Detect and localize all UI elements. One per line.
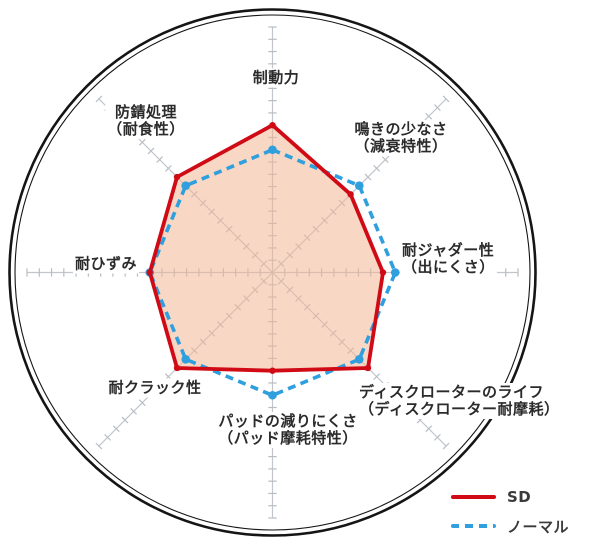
sd-vertex-dot bbox=[173, 364, 181, 372]
axis-label-low-squeal: 鳴きの少なさ （減衰特性） bbox=[352, 120, 450, 156]
axis-tick bbox=[425, 112, 433, 120]
legend: SD ノーマル bbox=[451, 487, 569, 536]
axis-tick bbox=[364, 173, 372, 181]
normal-vertex-dot bbox=[268, 390, 277, 400]
axis-tick bbox=[434, 434, 441, 441]
sd-vertex-dot bbox=[269, 367, 276, 374]
axis-label-crack-resistance: 耐クラック性 bbox=[106, 378, 204, 398]
axis-tick bbox=[138, 399, 146, 407]
normal-vertex-dot bbox=[181, 354, 191, 364]
sd-solid-line-swatch bbox=[451, 495, 496, 499]
axis-tick bbox=[164, 164, 172, 172]
axis-label-pad-wear: パッドの減りにくさ （パッド摩耗特性） bbox=[216, 412, 360, 448]
axis-tick bbox=[121, 416, 129, 424]
axis-tick bbox=[425, 425, 433, 433]
axis-tick bbox=[104, 434, 111, 441]
legend-label-normal: ノーマル bbox=[507, 517, 570, 536]
outer-ring-circle bbox=[8, 8, 537, 537]
legend-label-sd: SD bbox=[507, 488, 532, 506]
axis-label-braking-power: 制動力 bbox=[250, 68, 302, 88]
axis-label-judder-resistance: 耐ジャダー性 （出にくさ） bbox=[400, 241, 497, 277]
inner-ring-circle bbox=[14, 14, 531, 531]
sd-vertex-dot bbox=[347, 191, 354, 198]
axis-label-strain-resistance: 耐ひずみ bbox=[72, 254, 140, 274]
normal-dashed-line-swatch bbox=[451, 524, 496, 528]
normal-vertex-dot bbox=[181, 181, 191, 191]
axis-tick bbox=[156, 156, 164, 164]
normal-vertex-dot bbox=[354, 181, 364, 191]
normal-vertex-dot bbox=[354, 354, 364, 364]
axis-tick bbox=[138, 138, 146, 146]
normal-vertex-dot bbox=[390, 268, 400, 277]
axis-tick bbox=[442, 442, 450, 450]
axis-label-rotor-life: ディスクローターのライフ （ディスクローター耐摩耗） bbox=[357, 383, 562, 419]
sd-vertex-dot bbox=[269, 122, 276, 129]
sd-vertex-dot bbox=[364, 364, 372, 372]
normal-vertex-dot bbox=[268, 145, 277, 155]
sd-fill-area bbox=[149, 125, 383, 371]
axis-tick bbox=[112, 425, 120, 433]
axis-tick bbox=[381, 156, 389, 164]
axis-tick bbox=[373, 164, 381, 172]
axis-tick bbox=[95, 442, 103, 450]
series-layer bbox=[145, 122, 400, 400]
legend-item-sd: SD bbox=[451, 487, 569, 507]
normal-dashed-polygon bbox=[148, 148, 398, 398]
axis-tick bbox=[95, 95, 103, 103]
sd-vertex-dot bbox=[173, 173, 181, 181]
sd-vertex-dot bbox=[146, 269, 153, 276]
sd-vertex-dot bbox=[379, 269, 387, 276]
legend-item-normal: ノーマル bbox=[451, 516, 569, 536]
axis-tick bbox=[442, 95, 450, 103]
axis-tick bbox=[130, 407, 138, 415]
axis-tick bbox=[434, 104, 441, 111]
axis-tick bbox=[147, 147, 155, 155]
axis-label-rust-prevention: 防錆処理 （耐食性） bbox=[105, 103, 187, 139]
axis-tick bbox=[373, 373, 381, 381]
